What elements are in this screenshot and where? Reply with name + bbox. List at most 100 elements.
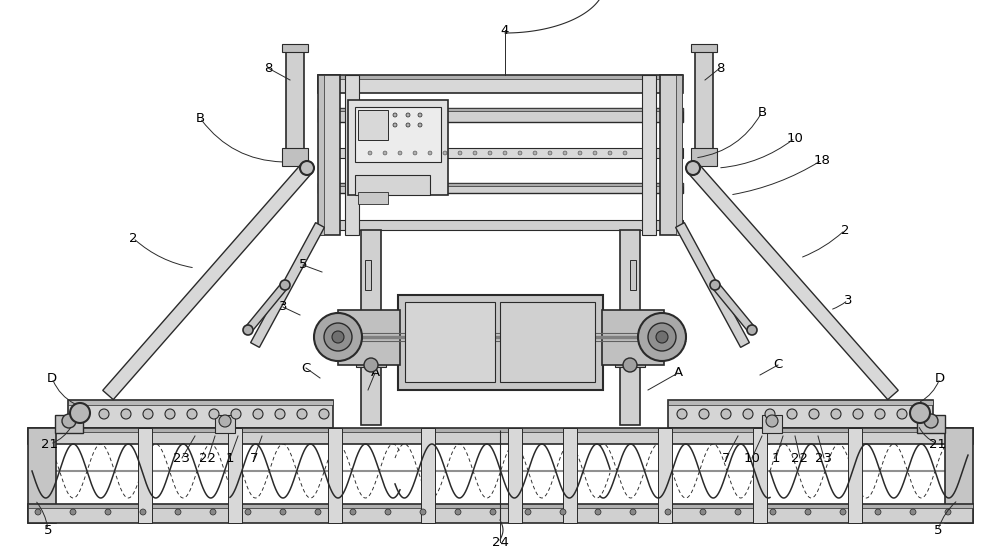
Circle shape <box>525 509 531 515</box>
Bar <box>658 428 672 523</box>
Text: C: C <box>301 361 311 375</box>
Circle shape <box>875 409 885 419</box>
Circle shape <box>595 509 601 515</box>
Circle shape <box>458 151 462 155</box>
Circle shape <box>630 509 636 515</box>
Circle shape <box>608 151 612 155</box>
Circle shape <box>418 113 422 117</box>
Bar <box>563 428 577 523</box>
Circle shape <box>578 151 582 155</box>
Polygon shape <box>251 223 324 347</box>
Text: 24: 24 <box>492 536 508 548</box>
Bar <box>28 428 56 523</box>
Bar <box>318 75 324 235</box>
Circle shape <box>324 323 352 351</box>
Circle shape <box>364 358 378 372</box>
Bar <box>642 75 656 235</box>
Bar <box>848 428 862 523</box>
Text: 1: 1 <box>772 451 780 464</box>
Text: 21: 21 <box>930 437 946 451</box>
Circle shape <box>418 123 422 127</box>
Circle shape <box>443 151 447 155</box>
Circle shape <box>315 509 321 515</box>
Circle shape <box>765 409 775 419</box>
Bar <box>615 355 645 367</box>
Text: 23: 23 <box>816 451 832 464</box>
Bar <box>68 400 333 405</box>
Circle shape <box>393 113 397 117</box>
Circle shape <box>413 151 417 155</box>
Circle shape <box>219 415 231 427</box>
Bar <box>500 302 595 382</box>
Bar <box>318 183 683 193</box>
Circle shape <box>648 323 676 351</box>
Text: C: C <box>773 359 783 371</box>
Circle shape <box>897 409 907 419</box>
Text: 8: 8 <box>264 62 272 74</box>
Text: 18: 18 <box>814 154 830 166</box>
Circle shape <box>677 409 687 419</box>
Circle shape <box>332 331 344 343</box>
Bar <box>282 148 308 166</box>
Bar <box>660 75 682 235</box>
Circle shape <box>35 509 41 515</box>
Bar <box>691 44 717 52</box>
Circle shape <box>209 409 219 419</box>
Circle shape <box>385 509 391 515</box>
Bar <box>602 310 664 365</box>
Text: 4: 4 <box>501 24 509 36</box>
Circle shape <box>747 325 757 335</box>
Circle shape <box>455 509 461 515</box>
Bar <box>355 107 441 162</box>
Circle shape <box>245 509 251 515</box>
Bar <box>228 428 242 523</box>
Circle shape <box>406 123 410 127</box>
Bar <box>668 400 933 428</box>
Text: 5: 5 <box>299 258 307 272</box>
Text: A: A <box>370 366 380 380</box>
Circle shape <box>743 409 753 419</box>
Bar <box>318 183 683 186</box>
Text: D: D <box>935 371 945 385</box>
Circle shape <box>231 409 241 419</box>
Text: B: B <box>757 105 767 118</box>
Polygon shape <box>103 164 312 399</box>
Circle shape <box>910 403 930 423</box>
Circle shape <box>319 409 329 419</box>
Circle shape <box>175 509 181 515</box>
Circle shape <box>383 151 387 155</box>
Bar <box>398 295 603 390</box>
Text: 3: 3 <box>279 300 287 314</box>
Text: 22: 22 <box>200 451 216 464</box>
Text: 2: 2 <box>841 224 849 236</box>
Bar <box>318 108 683 122</box>
Circle shape <box>70 403 90 423</box>
Bar <box>365 260 371 290</box>
Circle shape <box>406 113 410 117</box>
Polygon shape <box>245 283 288 333</box>
Circle shape <box>77 409 87 419</box>
Circle shape <box>368 151 372 155</box>
Circle shape <box>490 509 496 515</box>
Circle shape <box>143 409 153 419</box>
Bar <box>345 75 359 235</box>
Circle shape <box>787 409 797 419</box>
Bar <box>55 415 83 433</box>
Circle shape <box>924 414 938 428</box>
Circle shape <box>99 409 109 419</box>
Bar <box>630 260 636 290</box>
Circle shape <box>350 509 356 515</box>
Circle shape <box>300 161 314 175</box>
Bar <box>318 108 683 111</box>
Bar <box>328 428 342 523</box>
Circle shape <box>721 409 731 419</box>
Text: 7: 7 <box>250 451 258 464</box>
Circle shape <box>593 151 597 155</box>
Circle shape <box>910 509 916 515</box>
Bar <box>358 110 388 140</box>
Bar <box>945 428 973 523</box>
Circle shape <box>210 509 216 515</box>
Circle shape <box>853 409 863 419</box>
Circle shape <box>140 509 146 515</box>
Circle shape <box>420 509 426 515</box>
